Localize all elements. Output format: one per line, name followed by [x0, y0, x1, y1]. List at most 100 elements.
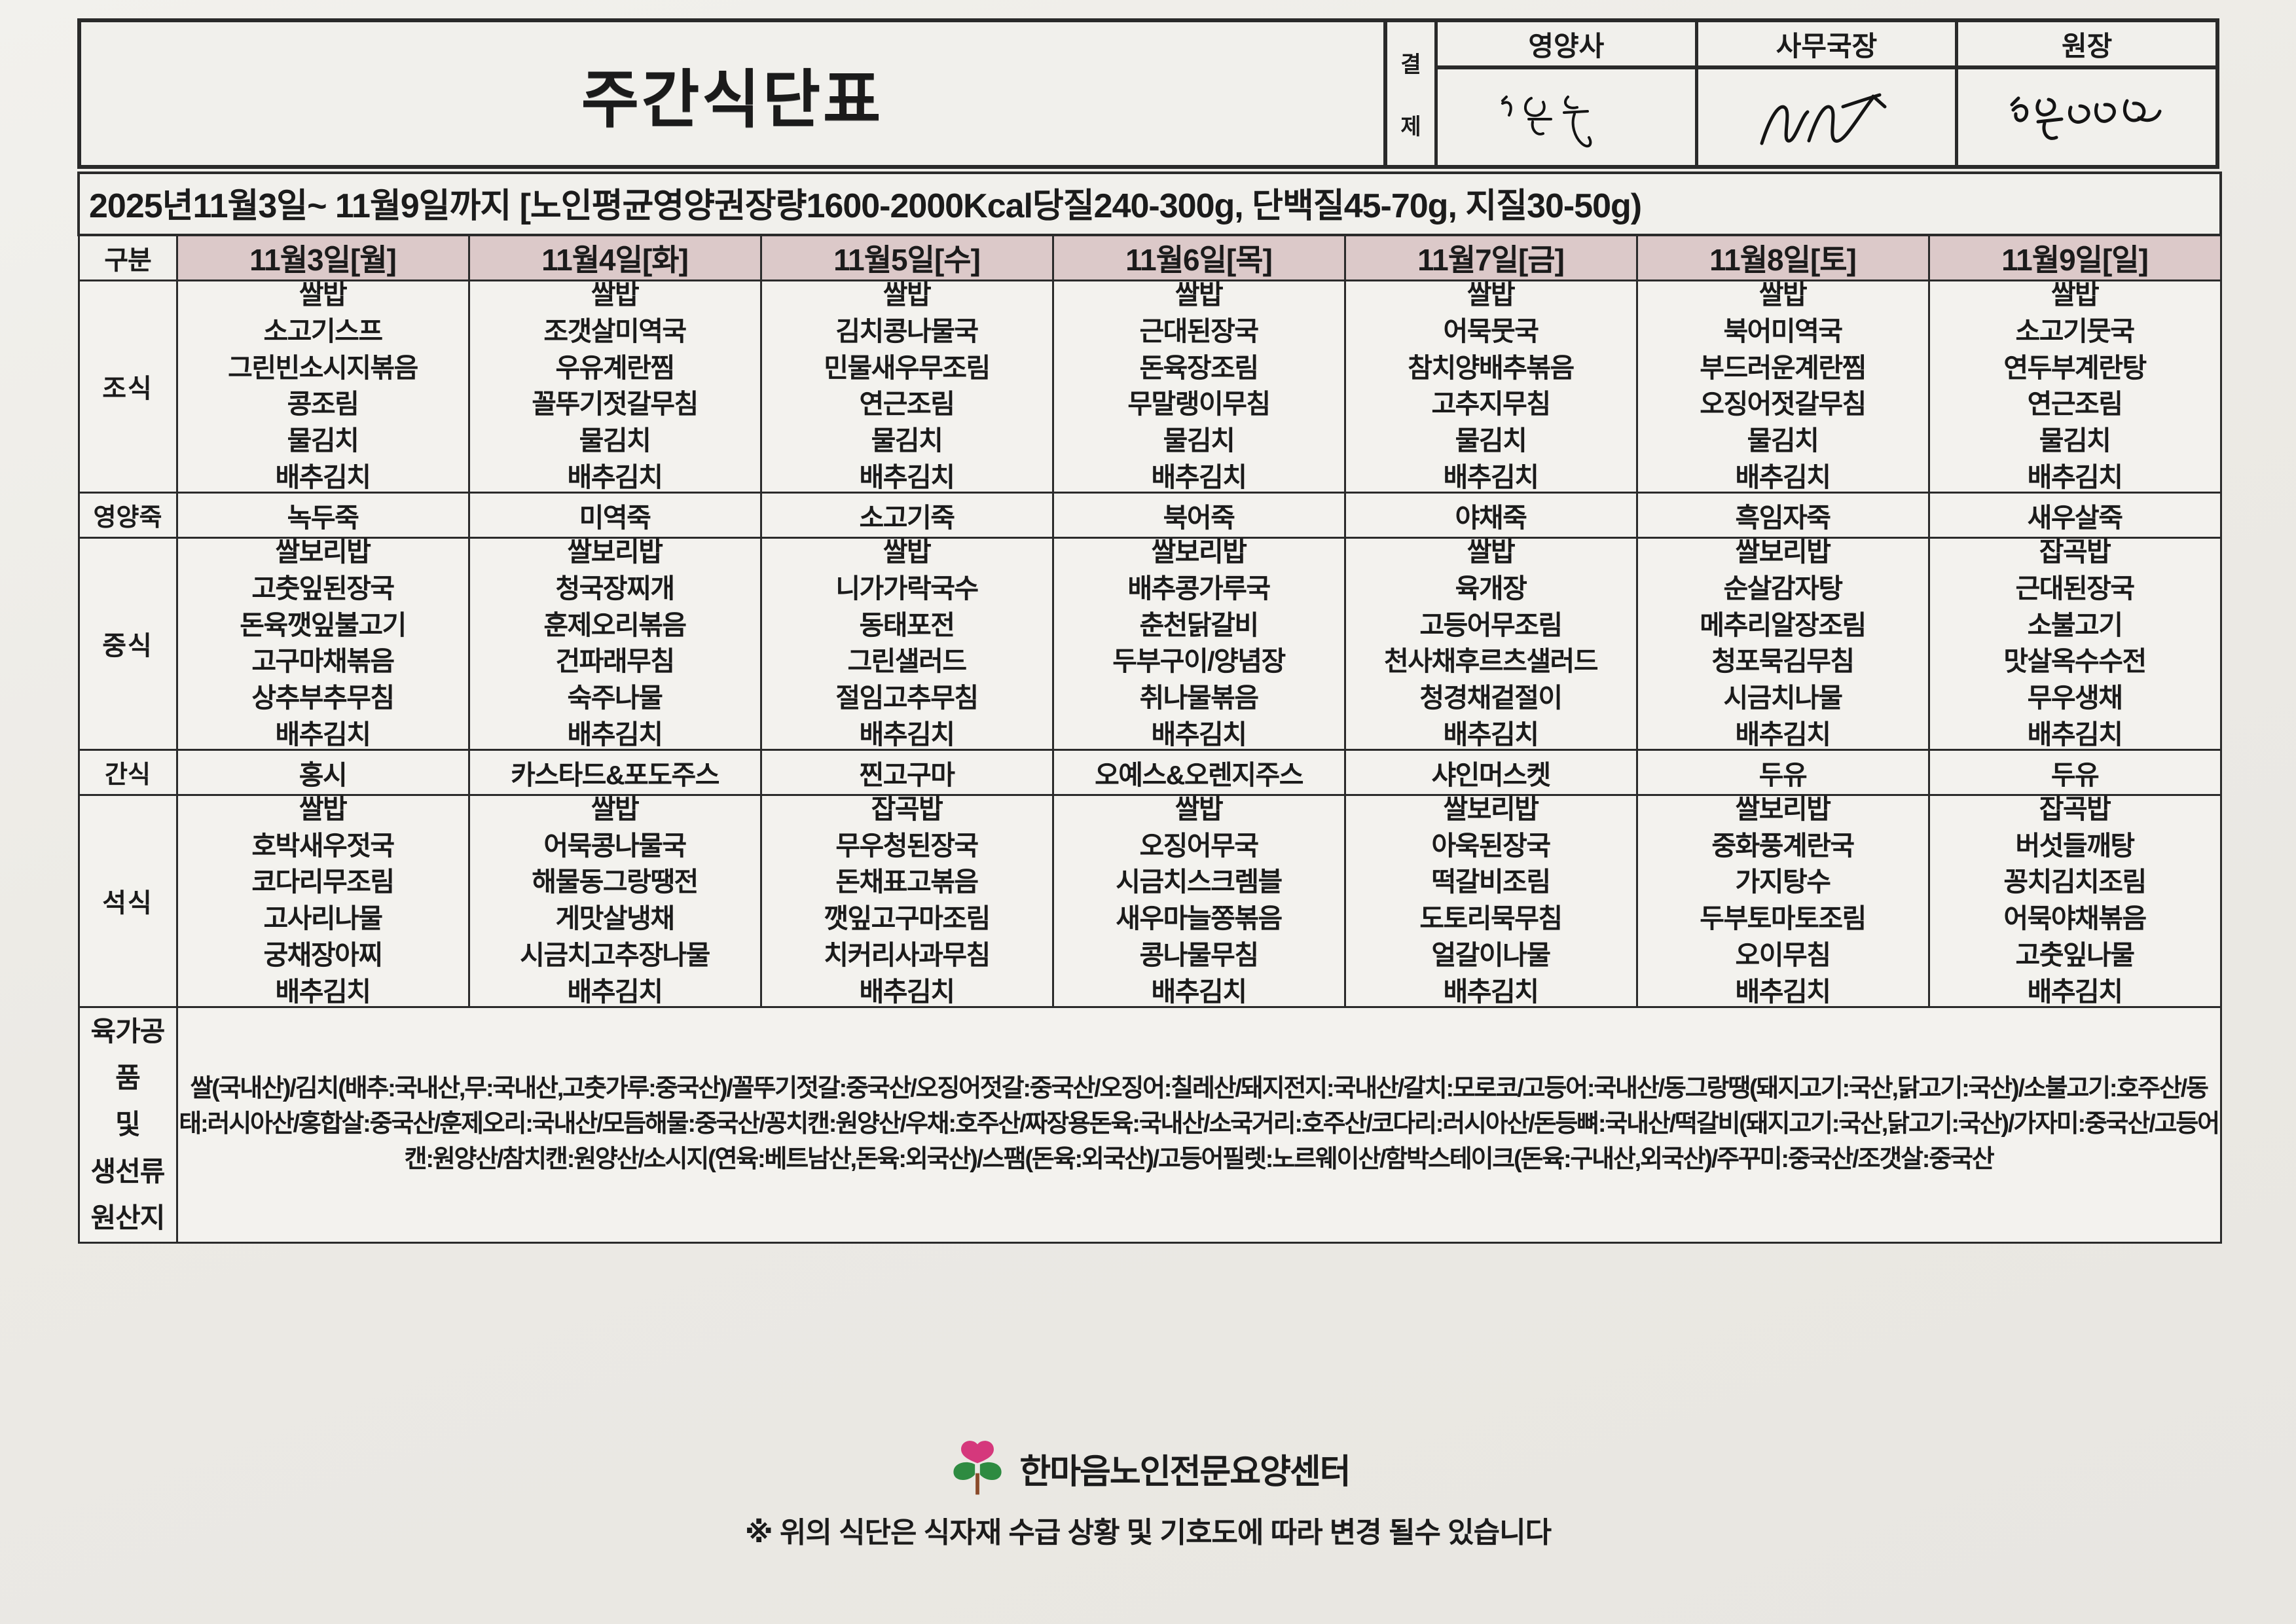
day-header-fri: 11월7일[금]: [1343, 234, 1638, 281]
dish-item: 근대된장국: [2015, 573, 2136, 604]
dish-list: 쌀밥 근대된장국 돈육장조림 무말랭이무침 물김치 배추김치: [1054, 281, 1344, 492]
dish-item: 메추리알장조림: [1700, 609, 1867, 640]
dish-list: 쌀밥 조갯살미역국 우유계란찜 꼴뚜기젓갈무침 물김치 배추김치: [470, 281, 760, 492]
dish-item: 물김치: [1455, 425, 1527, 456]
meal-row-label: 간식: [77, 748, 178, 796]
dish-item: 배추김치: [1151, 976, 1247, 1007]
menu-cell-영양죽-sat: 흑임자죽: [1635, 491, 1930, 539]
dish-item: 쌀보리밥: [1735, 793, 1831, 824]
approval-role-secretary-general: 사무국장: [1698, 22, 1956, 69]
menu-cell-영양죽-tue: 미역죽: [467, 491, 762, 539]
meal-row-간식: 간식 홍시 카스타드&포도주스 찐고구마 오예스&오렌지주스 샤인머스켓 두유 두유: [77, 748, 2222, 796]
dish-item: 쌀밥: [591, 280, 640, 310]
dish-list: 쌀밥 니가가락국수 동태포전 그린샐러드 절임고추무침 배추김치: [762, 536, 1052, 749]
dish-list: 쌀밥 호박새우젓국 코다리무조림 고사리나물 궁채장아찌 배추김치: [178, 795, 468, 1007]
meal-row-label: 영양죽: [77, 491, 178, 539]
dish-item: 무말랭이무침: [1127, 389, 1271, 420]
approval-role-nutritionist: 영양사: [1438, 22, 1695, 69]
dish-item: 쌀밥: [1175, 280, 1224, 310]
menu-cell-중식-thu: 쌀보리밥 배추콩가루국 춘천닭갈비 두부구이/양념장 취나물볶음 배추김치: [1051, 536, 1346, 751]
dish-item: 배추김치: [1443, 976, 1539, 1007]
dish-item: 물김치: [871, 425, 943, 456]
dish-item: 청포묵김무침: [1711, 646, 1855, 677]
dish-item: 잡곡밥: [871, 793, 943, 824]
menu-cell-조식-wed: 쌀밥 김치콩나물국 민물새우무조림 연근조림 물김치 배추김치: [759, 280, 1054, 494]
dish-list: 잡곡밥 근대된장국 소불고기 맛살옥수수전 무우생채 배추김치: [1930, 536, 2220, 749]
dish-item: 춘천닭갈비: [1139, 609, 1259, 640]
dish-item: 훈제오리볶음: [543, 609, 687, 640]
dish-item: 아욱된장국: [1431, 830, 1551, 861]
menu-cell-석식-wed: 잡곡밥 무우청된장국 돈채표고볶음 깻잎고구마조림 치커리사과무침 배추김치: [759, 793, 1054, 1008]
dish-item: 오징어무국: [1139, 830, 1259, 861]
dish-list: 쌀보리밥 아욱된장국 떡갈비조림 도토리묵무침 얼갈이나물 배추김치: [1346, 795, 1636, 1007]
dish-item: 배추김치: [567, 719, 663, 749]
dish-list: 쌀밥 어묵뭇국 참치양배추볶음 고추지무침 물김치 배추김치: [1346, 281, 1636, 492]
handwritten-signature-icon: [1760, 93, 1887, 145]
menu-cell-중식-sat: 쌀보리밥 순살감자탕 메추리알장조림 청포묵김무침 시금치나물 배추김치: [1635, 536, 1930, 751]
dish-item: 두부구이/양념장: [1112, 646, 1286, 677]
dish-item: 연두부계란탕: [2003, 352, 2147, 383]
dish-item: 배추김치: [1735, 719, 1831, 749]
dish-item: 호박새우젓국: [251, 830, 395, 861]
day-header-tue: 11월4일[화]: [467, 234, 762, 281]
menu-cell-중식-mon: 쌀보리밥 고춧잎된장국 돈육깻잎불고기 고구마채볶음 상추부추무침 배추김치: [175, 536, 470, 751]
dish-item: 배추김치: [1443, 719, 1539, 749]
origin-label-line2: 및: [115, 1109, 141, 1140]
dish-item: 배추콩가루국: [1127, 573, 1271, 604]
menu-cell-영양죽-mon: 녹두죽: [175, 491, 470, 539]
dish-list: 쌀밥 소고기뭇국 연두부계란탕 연근조림 물김치 배추김치: [1930, 281, 2220, 492]
dish-item: 배추김치: [1151, 719, 1247, 749]
dish-list: 쌀보리밥 배추콩가루국 춘천닭갈비 두부구이/양념장 취나물볶음 배추김치: [1054, 538, 1344, 749]
day-header-sat: 11월8일[토]: [1635, 234, 1930, 281]
menu-cell-영양죽-sun: 새우살죽: [1927, 491, 2222, 539]
approval-box: 결 제 영양사: [1383, 18, 2219, 169]
dish-item: 부드러운계란찜: [1700, 352, 1867, 383]
approval-label-bottom: 제: [1400, 115, 1421, 139]
approval-stamp-label: 결 제: [1387, 22, 1438, 165]
dish-item: 쌀밥: [883, 536, 932, 567]
origin-text: 쌀(국내산)/김치(배추:국내산,무:국내산,고춧가루:중국산)/꼴뚜기젓갈:중…: [175, 1005, 2222, 1244]
dish-item: 소고기스프: [263, 316, 383, 346]
dish-item: 오징어젓갈무침: [1700, 389, 1867, 420]
approval-role-director: 원장: [1958, 22, 2216, 69]
menu-cell-영양죽-fri: 야채죽: [1343, 491, 1638, 539]
dish-item: 잡곡밥: [2039, 793, 2111, 824]
period-banner-row: 2025년11월3일~ 11월9일까지 [노인평균영양권장량1600-2000K…: [77, 171, 2223, 236]
dish-item: 고춧잎나물: [2015, 940, 2136, 970]
menu-cell-석식-fri: 쌀보리밥 아욱된장국 떡갈비조림 도토리묵무침 얼갈이나물 배추김치: [1343, 793, 1638, 1008]
dish-item: 배추김치: [275, 462, 371, 493]
menu-cell-조식-tue: 쌀밥 조갯살미역국 우유계란찜 꼴뚜기젓갈무침 물김치 배추김치: [467, 280, 762, 494]
dish-item: 배추김치: [1151, 462, 1247, 493]
menu-cell-조식-fri: 쌀밥 어묵뭇국 참치양배추볶음 고추지무침 물김치 배추김치: [1343, 280, 1638, 494]
dish-item: 쌀밥: [299, 280, 348, 310]
dish-item: 그린샐러드: [847, 646, 967, 677]
title-box: 주간식단표: [77, 18, 1383, 169]
handwritten-signature-icon: [1501, 96, 1592, 148]
dish-item: 잡곡밥: [2039, 536, 2111, 567]
document-header: 주간식단표 결 제 영양사: [77, 18, 2219, 169]
dish-item: 배추김치: [1735, 462, 1831, 493]
dish-list: 쌀밥 육개장 고등어무조림 천사채후르츠샐러드 청경채겉절이 배추김치: [1346, 538, 1636, 749]
dish-list: 쌀밥 김치콩나물국 민물새우무조림 연근조림 물김치 배추김치: [762, 281, 1052, 492]
dish-item: 배추김치: [275, 976, 371, 1007]
dish-item: 쌀보리밥: [1735, 536, 1831, 567]
dish-item: 고구마채볶음: [251, 646, 395, 677]
dish-item: 시금치나물: [1723, 683, 1843, 713]
dish-item: 코다리무조림: [251, 867, 395, 897]
dish-list: 잡곡밥 버섯들깨탕 꽁치김치조림 어묵야채볶음 고춧잎나물 배추김치: [1930, 793, 2220, 1006]
dish-list: 쌀보리밥 고춧잎된장국 돈육깻잎불고기 고구마채볶음 상추부추무침 배추김치: [178, 536, 468, 749]
menu-cell-영양죽-wed: 소고기죽: [759, 491, 1054, 539]
dish-list: 쌀밥 소고기스프 그린빈소시지볶음 콩조림 물김치 배추김치: [178, 281, 468, 492]
meal-row-중식: 중식 쌀보리밥 고춧잎된장국 돈육깻잎불고기 고구마채볶음 상추부추무침 배추김치 쌀보리밥 청…: [77, 536, 2222, 751]
menu-cell-석식-tue: 쌀밥 어묵콩나물국 해물동그랑땡전 게맛살냉채 시금치고추장나물 배추김치: [467, 793, 762, 1008]
dish-item: 배추김치: [859, 462, 955, 493]
dish-item: 배추김치: [859, 976, 955, 1007]
menu-cell-중식-tue: 쌀보리밥 청국장찌개 훈제오리볶음 건파래무침 숙주나물 배추김치: [467, 536, 762, 751]
dish-item: 쌀보리밥: [275, 536, 371, 567]
facility-name: 한마음노인전문요양센터: [1019, 1453, 1351, 1491]
meal-row-label: 중식: [77, 536, 178, 751]
dish-item: 쌀밥: [2050, 280, 2100, 310]
dish-item: 시금치고추장나물: [520, 940, 710, 970]
dish-list: 쌀보리밥 중화풍계란국 가지탕수 두부토마토조림 오이무침 배추김치: [1638, 793, 1928, 1006]
